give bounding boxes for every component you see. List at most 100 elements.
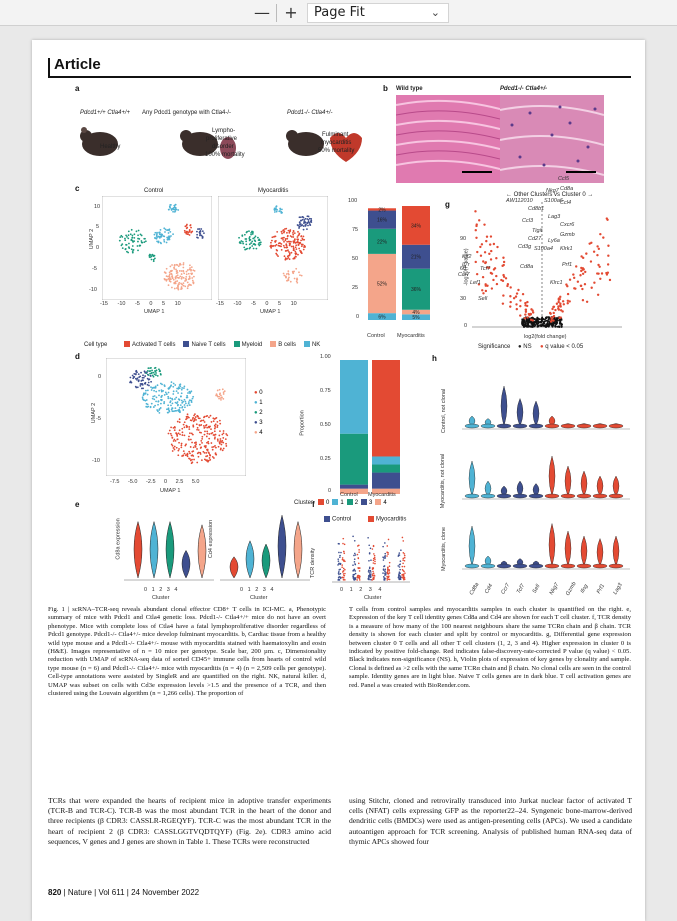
volcano-point-ns	[523, 325, 526, 328]
tcr-density-point	[403, 578, 406, 580]
volcano-point-sig	[599, 277, 602, 280]
umap-point-activated	[270, 244, 272, 247]
tumap-point	[189, 459, 192, 462]
tumap-point	[163, 384, 166, 387]
tumap-point	[218, 388, 221, 391]
umap-point-myeloid	[248, 243, 251, 246]
umap-point-bcell	[182, 284, 185, 287]
tumap-point	[148, 384, 150, 387]
volcano-point-sig	[566, 292, 570, 296]
dbar-myo-seg-0	[372, 360, 400, 457]
dbar-legend: 0 1 2 3 4	[318, 499, 390, 506]
cbar-ytick-25: 25	[352, 285, 359, 291]
tumap-point	[156, 384, 159, 387]
volcano-point-sig	[579, 284, 583, 288]
umap-point-myeloid	[252, 237, 255, 240]
e-xlabel-1: Cluster	[152, 595, 170, 601]
violin-base	[592, 423, 608, 429]
volcano-point-ns	[541, 316, 544, 319]
volcano-legend-sig: ● q value < 0.05	[540, 344, 584, 350]
violin-base	[512, 563, 528, 569]
tumap-point	[159, 398, 162, 401]
cluster-label: 0	[259, 390, 263, 396]
tumap-point	[194, 442, 197, 444]
tumap-point	[167, 408, 170, 411]
volcano-point-ns	[537, 322, 540, 325]
umap-point-myeloid	[249, 246, 252, 249]
violin-base	[576, 493, 592, 499]
tumap-point	[151, 371, 153, 374]
umap-point-activated	[297, 253, 299, 256]
tumap-point	[175, 446, 178, 449]
genotype-label-2: Any Pdcd1 genotype with Ctla4-/-	[142, 110, 232, 116]
tumap-point	[167, 387, 170, 390]
umap-point-activated	[284, 257, 287, 260]
umap-point-bcell	[186, 281, 189, 284]
tumap-point	[180, 392, 183, 395]
tumap-point	[132, 377, 135, 380]
umap-point-bcell	[171, 264, 173, 266]
violin-shape	[468, 525, 476, 567]
tumap-point	[218, 434, 221, 437]
dbar-myo-seg-4	[372, 488, 400, 494]
umap-point-activated	[284, 258, 287, 261]
e-violin	[165, 520, 175, 579]
volcano-point-sig	[519, 299, 522, 302]
zoom-out-button[interactable]: —	[254, 3, 270, 22]
tcr-density-point	[402, 569, 405, 572]
umap-point-activated	[294, 250, 297, 253]
tumap-point	[144, 382, 147, 385]
tumap-point	[150, 389, 153, 391]
tumap-point	[137, 373, 140, 376]
umap-point-activated	[184, 225, 187, 228]
cbar-control-seg-2	[368, 228, 396, 254]
umap-point-myeloid	[124, 248, 127, 251]
umap-point-nk	[275, 210, 278, 213]
umap-point-nk	[167, 208, 170, 211]
tumap-point	[170, 384, 173, 387]
fulm-label-3: 50% mortality	[318, 148, 355, 154]
umap-point-bcell	[171, 286, 173, 289]
umap-point-bcell	[185, 270, 188, 273]
umap-point-activated	[303, 244, 306, 247]
umap-point-activated	[277, 255, 279, 258]
umap-point-myeloid	[259, 243, 262, 246]
tumap-point	[157, 403, 159, 406]
umap-point-bcell	[186, 269, 189, 271]
tumap-point	[203, 421, 206, 423]
umap-point-naive	[307, 218, 310, 221]
celltype-stacked-bar: 6% 52% 22% 16% 2% 5%4% 36% 21% 34%	[368, 206, 430, 321]
umap-point-myeloid	[121, 247, 124, 250]
tumap-point	[219, 397, 222, 400]
volcano-point-ns	[545, 316, 548, 319]
umap-point-activated	[288, 240, 291, 243]
umap-point-myeloid	[137, 234, 139, 237]
tumap-point	[156, 374, 159, 377]
tumap-point	[155, 374, 157, 377]
tumap-point	[154, 404, 157, 407]
tumap-point	[190, 419, 193, 422]
volcano-gene-label: Il7r	[462, 262, 470, 268]
umap-point-bcell	[191, 272, 194, 275]
tumap-point	[186, 455, 189, 458]
volcano-point-ns	[527, 325, 530, 328]
violin-row-label-3: Myocarditis, clone	[441, 526, 448, 572]
volcano-point-sig	[589, 260, 593, 263]
umap-point-bcell	[180, 273, 183, 275]
volcano-point-ns	[523, 323, 526, 326]
umap-point-bcell	[171, 275, 173, 278]
umap-point-nk	[168, 238, 171, 241]
tumap-point	[203, 433, 206, 436]
zoom-in-button[interactable]: +	[284, 3, 298, 22]
umap-point-nk	[173, 210, 176, 213]
tcr-density-point	[368, 560, 370, 562]
tumap-point	[191, 441, 193, 444]
umap-point-activated	[287, 251, 290, 253]
tumap-point	[149, 374, 152, 377]
umap-point-activated	[293, 256, 296, 259]
zoom-select[interactable]: Page Fit ⌄	[307, 3, 449, 23]
volcano-point-sig	[568, 278, 572, 281]
tumap-point	[173, 429, 176, 432]
celltype-legend-item: NK	[303, 341, 320, 348]
umap-point-bcell	[296, 281, 299, 284]
